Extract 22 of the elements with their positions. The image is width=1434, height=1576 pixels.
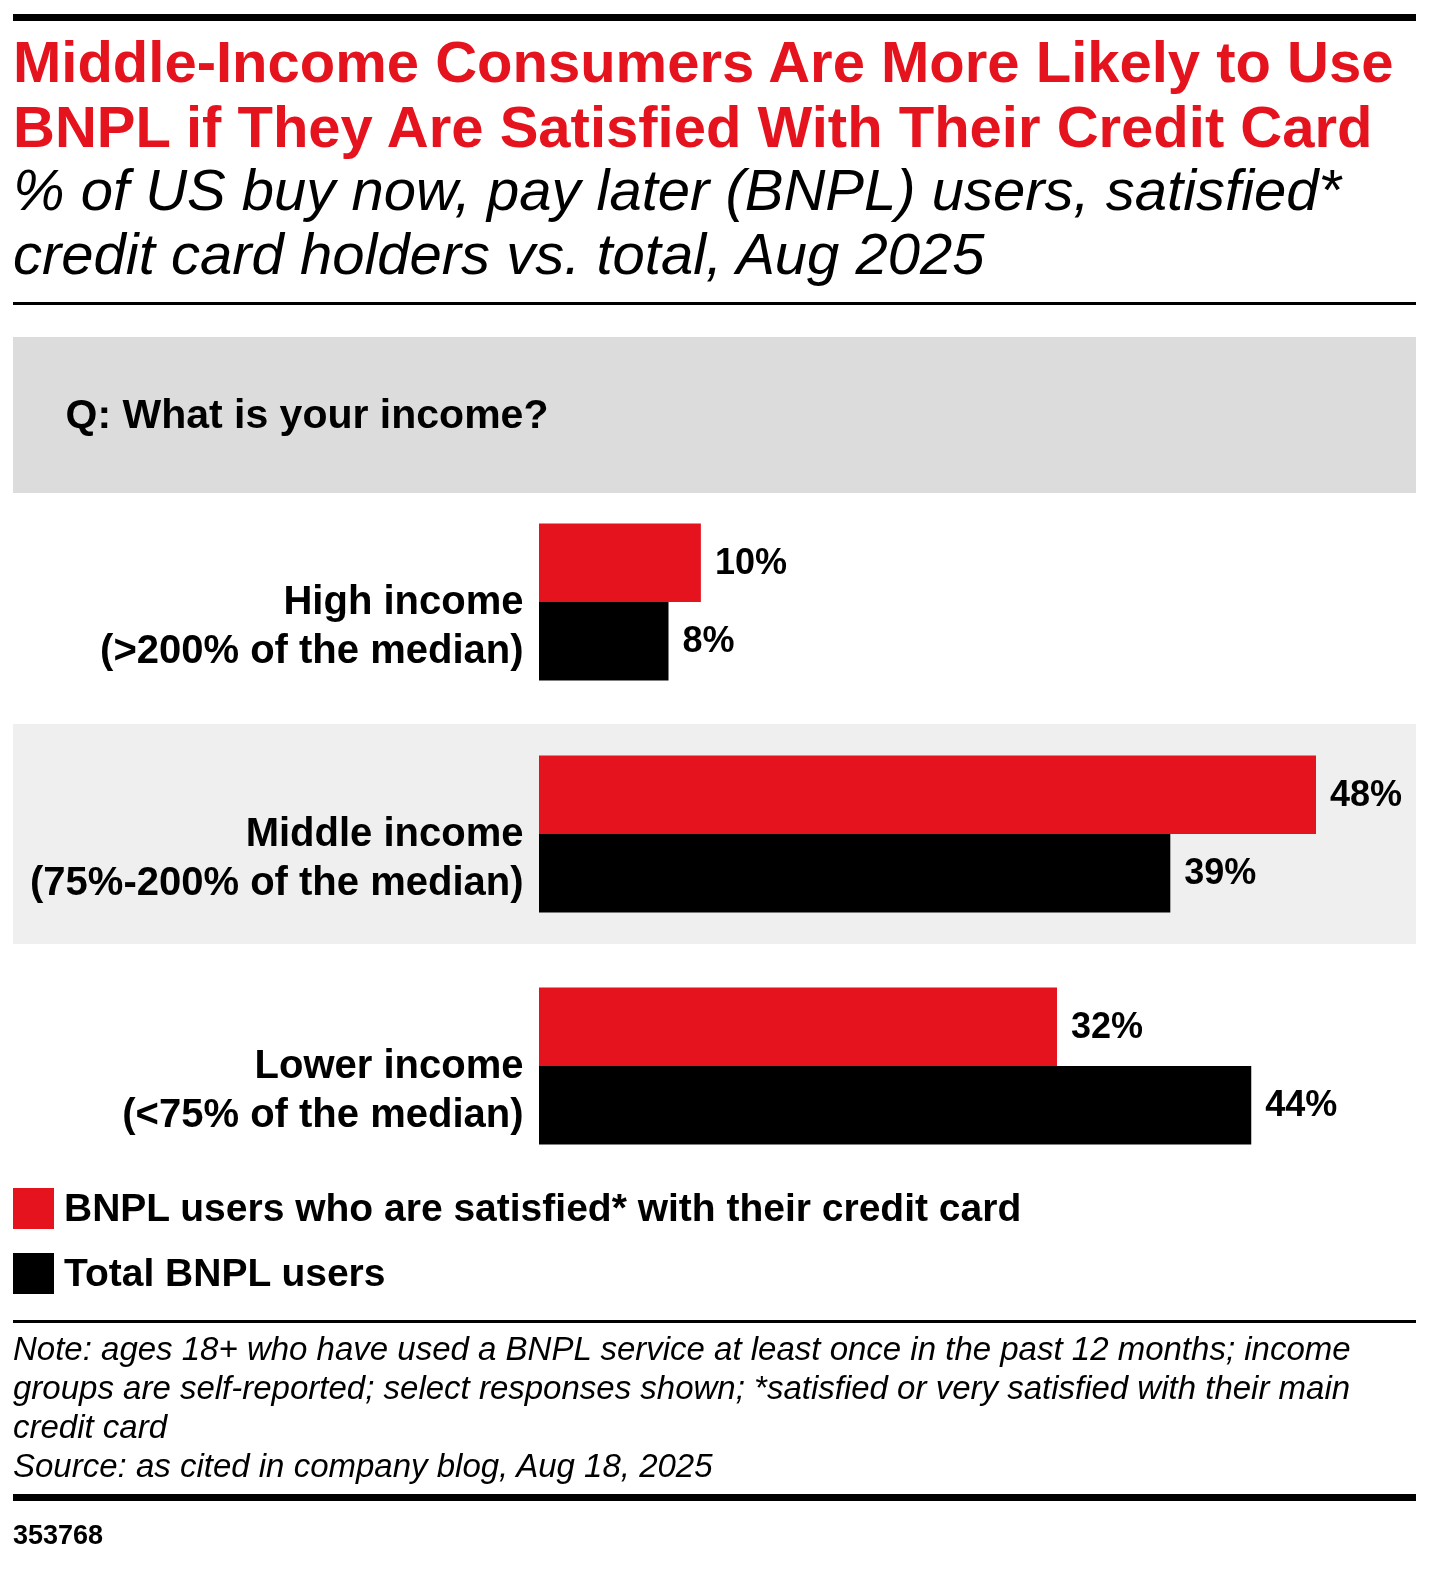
text: Note: ages 18+ who have used a BNPL service at least once in the past 12 months; income groups are self-reported; select responses shown; *satisfied or very satisfied with their main credit card	[13, 1329, 1352, 1446]
bar	[539, 755, 1316, 834]
data-label: 10%	[714, 540, 787, 582]
y-axis-title: Q: What is your income?	[65, 390, 549, 437]
data-label: 39%	[1184, 851, 1257, 893]
bar	[539, 523, 701, 602]
bar	[539, 1066, 1252, 1145]
bar	[539, 987, 1057, 1066]
bar	[539, 602, 669, 681]
text: 353768	[13, 1520, 104, 1550]
y-tick-label: Middle income (75%-200% of the median)	[30, 810, 524, 903]
data-label: 32%	[1071, 1004, 1144, 1046]
data-label: 48%	[1330, 772, 1403, 814]
bar	[539, 834, 1171, 913]
legend-label: BNPL users who are satisfied* with their credit card	[64, 1185, 1022, 1229]
source-note: Source: as cited in company blog, Aug 18, 2025	[13, 1446, 714, 1485]
legend-label: Total BNPL users	[64, 1250, 386, 1294]
y-tick-label: High income (>200% of the median)	[100, 578, 524, 671]
chart-title: Middle-Income Consumers Are More Likely to Use BNPL if They Are Satisfied With Their Credit Card	[13, 29, 1395, 159]
data-label: 44%	[1265, 1083, 1338, 1125]
data-label: 8%	[682, 619, 735, 661]
y-tick-label: Lower income (<75% of the median)	[122, 1042, 524, 1135]
